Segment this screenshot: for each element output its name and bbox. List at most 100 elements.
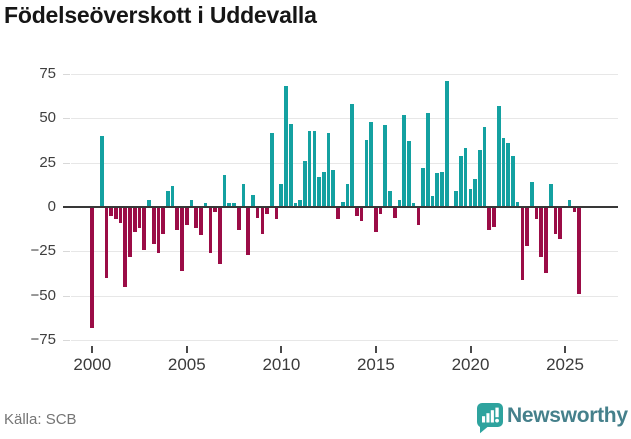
- y-tick-25: [63, 163, 70, 164]
- x-axis-label: 2025: [546, 355, 584, 374]
- x-tick-2020: [469, 346, 472, 353]
- bar-negative-q92: [525, 207, 529, 246]
- bar-positive-q38: [269, 133, 274, 207]
- y-axis-label: −75: [30, 331, 56, 348]
- newsworthy-brand-link[interactable]: Newsworthy: [476, 402, 628, 434]
- bar-positive-q54: [345, 184, 350, 207]
- bar-negative-q10: [137, 207, 142, 228]
- bar-negative-q23: [199, 207, 203, 235]
- bar-positive-q32: [241, 184, 246, 207]
- x-tick-2005: [185, 346, 188, 353]
- y-axis-label: −50: [30, 287, 56, 304]
- gridline--25: [71, 251, 618, 252]
- bar-negative-q85: [492, 207, 496, 227]
- bar-negative-q39: [274, 207, 279, 219]
- x-tick-2000: [91, 346, 94, 353]
- source-label: Källa: SCB: [4, 411, 77, 428]
- y-axis-label: 25: [39, 154, 56, 171]
- bar-negative-q98: [553, 207, 558, 234]
- bar-positive-q77: [454, 191, 459, 207]
- bar-negative-q4: [109, 207, 113, 216]
- bar-positive-q28: [222, 175, 227, 207]
- y-tick-50: [63, 118, 70, 119]
- bar-positive-q89: [511, 156, 515, 207]
- zero-axis-line: [63, 206, 618, 208]
- bar-positive-q51: [331, 170, 336, 207]
- x-axis-label: 2000: [73, 355, 112, 374]
- bar-negative-q99: [558, 207, 563, 239]
- bar-negative-q9: [132, 207, 137, 232]
- bar-negative-q3: [104, 207, 109, 278]
- bar-positive-q86: [496, 106, 501, 207]
- y-tick--75: [63, 340, 70, 341]
- x-axis-label: 2015: [356, 355, 395, 374]
- bar-negative-q102: [572, 207, 577, 212]
- y-axis-label: 50: [39, 109, 56, 126]
- bar-negative-q22: [194, 207, 199, 228]
- bar-negative-q20: [184, 207, 189, 225]
- bar-positive-q87: [501, 138, 506, 207]
- bar-positive-q72: [430, 196, 435, 207]
- bar-negative-q56: [355, 207, 359, 216]
- bar-positive-q90: [515, 202, 520, 207]
- x-tick-2010: [280, 346, 283, 353]
- bar-positive-q41: [284, 86, 288, 207]
- bar-negative-q6: [118, 207, 123, 223]
- bar-negative-q35: [255, 207, 260, 218]
- bar-negative-q14: [156, 207, 161, 253]
- bar-negative-q26: [213, 207, 217, 212]
- bar-negative-q95: [539, 207, 544, 257]
- bar-positive-q93: [529, 182, 534, 207]
- bar-positive-q12: [147, 200, 151, 207]
- newsworthy-wordmark: Newsworthy: [507, 404, 628, 427]
- bar-positive-q55: [350, 104, 355, 207]
- gridline-50: [71, 118, 618, 119]
- bar-positive-q43: [293, 203, 298, 207]
- bar-negative-q5: [113, 207, 118, 219]
- bar-positive-q29: [227, 203, 232, 207]
- bar-negative-q61: [378, 207, 383, 214]
- bar-negative-q60: [373, 207, 378, 232]
- bar-negative-q15: [161, 207, 165, 234]
- bar-positive-q68: [411, 203, 416, 207]
- bar-positive-q48: [317, 177, 321, 207]
- gridline--50: [71, 296, 618, 297]
- bar-positive-q74: [440, 172, 444, 207]
- bar-positive-q49: [321, 172, 326, 207]
- bar-positive-q46: [307, 131, 312, 207]
- bar-negative-q0: [90, 207, 95, 328]
- bar-positive-q45: [303, 161, 307, 207]
- bar-positive-q101: [567, 200, 572, 207]
- bar-negative-q8: [128, 207, 132, 257]
- bar-negative-q19: [180, 207, 184, 271]
- chart-title: Födelseöverskott i Uddevalla: [4, 2, 317, 28]
- bar-positive-q47: [312, 131, 317, 207]
- gridline-75: [71, 74, 618, 75]
- bar-positive-q81: [473, 179, 477, 207]
- bar-positive-q67: [407, 141, 411, 207]
- bar-negative-q94: [534, 207, 539, 219]
- bar-negative-q33: [246, 207, 251, 255]
- bar-positive-q66: [402, 115, 407, 207]
- bar-negative-q52: [336, 207, 340, 219]
- y-tick--50: [63, 296, 70, 297]
- y-axis-label: 0: [47, 198, 56, 215]
- x-axis-label: 2010: [262, 355, 301, 374]
- y-tick-75: [63, 74, 70, 75]
- bar-positive-q34: [251, 195, 255, 207]
- x-tick-2015: [374, 346, 377, 353]
- bar-positive-q50: [326, 133, 331, 207]
- x-axis-label: 2020: [451, 355, 490, 374]
- bar-positive-q70: [421, 168, 425, 207]
- bar-positive-q44: [298, 200, 303, 207]
- bar-negative-q11: [142, 207, 147, 250]
- bar-negative-q36: [260, 207, 265, 234]
- bar-positive-q53: [340, 202, 345, 207]
- bar-negative-q18: [175, 207, 180, 230]
- bar-positive-q40: [279, 184, 284, 207]
- bar-positive-q65: [397, 200, 402, 207]
- bar-negative-q91: [520, 207, 525, 280]
- y-axis-label: 75: [39, 65, 56, 82]
